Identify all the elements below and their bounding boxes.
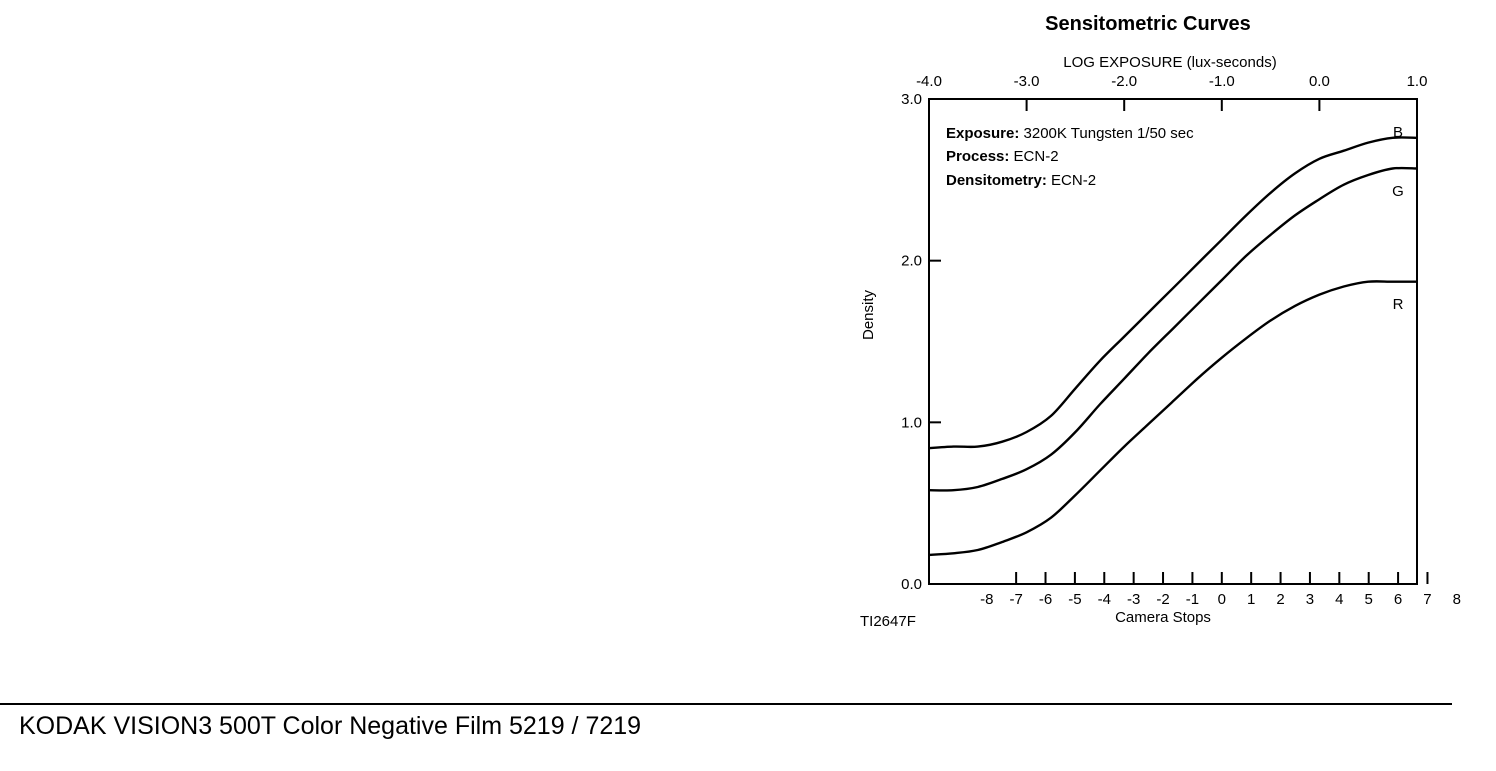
top-tick-label: 1.0	[1407, 73, 1428, 90]
exposure-note: Exposure: 3200K Tungsten 1/50 sec	[946, 125, 1194, 142]
stop-tick-label: -8	[980, 591, 993, 608]
curve-R	[928, 280, 1417, 557]
stop-tick-label: 7	[1423, 591, 1431, 608]
chart-title: Sensitometric Curves	[1045, 13, 1251, 35]
left-axis-ticks: 0.0 1.0 2.0 3.0	[901, 91, 941, 593]
curve-G	[928, 166, 1418, 492]
stop-tick-label: -7	[1009, 591, 1022, 608]
stop-tick-label: -3	[1127, 591, 1140, 608]
top-tick-label: -2.0	[1111, 73, 1137, 90]
stop-tick-label: 1	[1247, 591, 1255, 608]
x-axis-label-bottom: Camera Stops	[1115, 609, 1211, 626]
stop-tick-label: -2	[1156, 591, 1169, 608]
product-title: KODAK VISION3 500T Color Negative Film 5…	[19, 712, 642, 740]
footer-divider	[0, 703, 1452, 705]
stop-tick-label: 5	[1365, 591, 1373, 608]
top-tick-label: -4.0	[916, 73, 942, 90]
density-curves: B G R	[928, 124, 1418, 557]
curve-label-B: B	[1393, 124, 1403, 141]
stop-tick-label: 8	[1453, 591, 1461, 608]
top-tick-label: 0.0	[1309, 73, 1330, 90]
densitometry-note-value: ECN-2	[1047, 172, 1096, 189]
stop-tick-label: -1	[1186, 591, 1199, 608]
y-tick-label: 3.0	[901, 91, 922, 108]
stop-tick-label: -4	[1098, 591, 1111, 608]
stop-tick-label: 2	[1276, 591, 1284, 608]
densitometry-note: Densitometry: ECN-2	[946, 172, 1096, 189]
exposure-note-value: 3200K Tungsten 1/50 sec	[1019, 125, 1194, 142]
stop-tick-label: 0	[1218, 591, 1226, 608]
y-tick-label: 2.0	[901, 253, 922, 270]
figure-id: TI2647F	[860, 613, 916, 630]
top-tick-label: -3.0	[1014, 73, 1040, 90]
stop-tick-label: -5	[1068, 591, 1081, 608]
top-tick-label: -1.0	[1209, 73, 1235, 90]
y-axis-label: Density	[860, 289, 877, 340]
curve-label-R: R	[1393, 296, 1404, 313]
plot-frame	[928, 98, 1418, 585]
camera-stop-ticks: -8 -7 -6 -5 -4 -3 -2 -1 0 1 2 3 4 5 6 7 8	[980, 572, 1461, 608]
stop-tick-label: -6	[1039, 591, 1052, 608]
process-note: Process: ECN-2	[946, 148, 1059, 165]
curve-label-G: G	[1392, 183, 1404, 200]
y-tick-label: 1.0	[901, 414, 922, 431]
densitometry-note-label: Densitometry:	[946, 172, 1047, 189]
x-axis-label-top: LOG EXPOSURE (lux-seconds)	[1063, 54, 1276, 71]
process-note-label: Process:	[946, 148, 1009, 165]
y-tick-label: 0.0	[901, 576, 922, 593]
stop-tick-label: 3	[1306, 591, 1314, 608]
exposure-note-label: Exposure:	[946, 125, 1019, 142]
stop-tick-label: 6	[1394, 591, 1402, 608]
process-note-value: ECN-2	[1009, 148, 1058, 165]
curve-B	[928, 136, 1418, 450]
stop-tick-label: 4	[1335, 591, 1343, 608]
top-axis-ticks: -4.0 -3.0 -2.0 -1.0 0.0 1.0	[916, 73, 1427, 111]
